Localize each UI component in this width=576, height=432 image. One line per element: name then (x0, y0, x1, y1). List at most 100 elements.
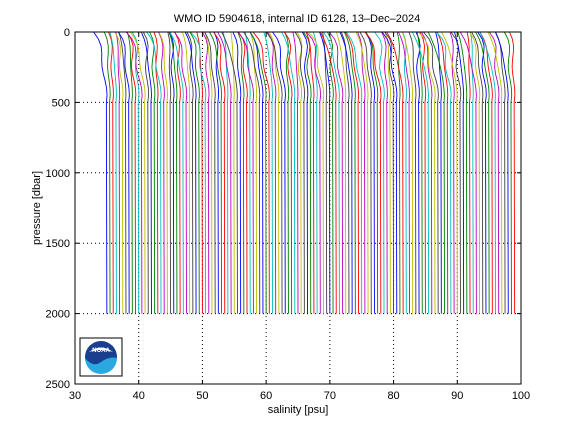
salinity-profile-line (204, 31, 213, 314)
salinity-profile-line (479, 31, 493, 314)
salinity-profile-line (305, 31, 315, 314)
salinity-profile-line (322, 31, 328, 314)
salinity-profile-line (509, 31, 516, 314)
salinity-profile-line (237, 31, 255, 314)
y-tick-label: 0 (64, 27, 70, 39)
salinity-profile-line (436, 31, 449, 314)
salinity-profile-line (221, 31, 238, 314)
salinity-profile-line (284, 31, 293, 314)
svg-text:NOAA: NOAA (92, 348, 110, 354)
salinity-profile-line (174, 31, 181, 314)
salinity-profile-line (459, 31, 477, 314)
salinity-profile-line (109, 31, 117, 314)
salinity-profile-line (374, 31, 385, 314)
salinity-profile-line (238, 31, 248, 314)
salinity-profile-line (126, 31, 137, 314)
salinity-profile-line (398, 31, 410, 314)
salinity-profile-line (381, 31, 398, 314)
salinity-profile-line (249, 31, 267, 314)
salinity-profile-line (364, 31, 382, 314)
y-tick-label: 2500 (46, 379, 70, 391)
salinity-profile-line (184, 31, 197, 314)
salinity-profile-line (401, 31, 414, 314)
x-axis-label: salinity [psu] (268, 404, 329, 416)
salinity-profile-line (326, 31, 334, 314)
salinity-profile-line (168, 31, 178, 314)
y-tick-label: 500 (52, 97, 70, 109)
x-tick-labels: 30 40 50 60 70 80 90 100 (69, 390, 530, 402)
salinity-profile-line (435, 31, 442, 314)
salinity-profile-line (420, 31, 433, 314)
y-axis-label: pressure [dbar] (31, 171, 43, 245)
salinity-profile-line (339, 31, 353, 314)
noaa-logo: NOAA (79, 337, 123, 377)
salinity-profile-line (168, 31, 175, 314)
salinity-profile-line (308, 31, 325, 314)
salinity-profile-line (131, 31, 140, 314)
salinity-profile-line (453, 31, 465, 314)
salinity-profile-line (117, 31, 130, 314)
x-tick-label: 70 (324, 390, 336, 402)
salinity-profile-line (281, 31, 296, 314)
salinity-profile-line (252, 31, 270, 314)
plot-frame (74, 31, 522, 385)
salinity-profile-line (232, 31, 242, 314)
salinity-profile-line (450, 31, 462, 314)
salinity-profile-line (301, 31, 309, 314)
salinity-profile-line (328, 31, 344, 314)
salinity-profile-line (189, 31, 200, 314)
salinity-profile-line (204, 31, 216, 314)
salinity-profile-line (93, 31, 108, 314)
salinity-profile-line (471, 31, 484, 314)
salinity-profile-line (296, 31, 303, 314)
salinity-profile-line (118, 31, 127, 314)
salinity-profile-line (408, 31, 417, 314)
salinity-profile-line (115, 31, 121, 314)
salinity-profile-line (503, 31, 513, 314)
chart-title: WMO ID 5904618, internal ID 6128, 13–Dec… (174, 13, 420, 25)
salinity-profile-line (243, 31, 261, 314)
salinity-profile-line (217, 31, 232, 314)
salinity-profile-line (230, 31, 235, 314)
salinity-profile-line (158, 31, 168, 314)
salinity-profile-line (487, 31, 503, 314)
salinity-profile-line (222, 31, 229, 314)
salinity-profile-line (167, 31, 172, 314)
x-tick-label: 60 (260, 390, 272, 402)
salinity-profile-line (267, 31, 277, 314)
salinity-profile-line (320, 31, 337, 314)
salinity-profile-line (457, 31, 468, 314)
salinity-profile-line (306, 31, 322, 314)
salinity-profile-line (319, 31, 331, 314)
salinity-profiles (93, 31, 516, 314)
salinity-profile-line (477, 31, 487, 314)
salinity-profile-line (272, 31, 286, 314)
salinity-profile-line (494, 31, 509, 314)
salinity-profile-line (169, 31, 184, 314)
salinity-profile-line (384, 31, 391, 314)
salinity-profile-line (449, 31, 455, 314)
salinity-profile-line (190, 31, 207, 314)
salinity-profile-line (396, 31, 401, 314)
salinity-profile-line (249, 31, 258, 314)
salinity-profile-line (411, 31, 430, 314)
x-tick-label: 40 (133, 390, 145, 402)
x-tick-label: 100 (512, 390, 530, 402)
salinity-profile-line (466, 31, 471, 314)
x-tick-label: 30 (69, 390, 81, 402)
y-tick-label: 2000 (46, 309, 70, 321)
salinity-profile-line (153, 31, 159, 314)
salinity-profile-line (323, 31, 340, 314)
salinity-profile-line (436, 31, 452, 314)
salinity-profile-line (427, 31, 445, 314)
salinity-profile-line (237, 31, 245, 314)
x-tick-label: 80 (387, 390, 399, 402)
salinity-profile-line (335, 31, 347, 314)
salinity-profile-line (469, 31, 481, 314)
salinity-profile-line (284, 31, 290, 314)
salinity-profile-line (340, 31, 350, 314)
salinity-profile-line (365, 31, 379, 314)
salinity-profile-line (344, 31, 360, 314)
salinity-profile-line (495, 31, 506, 314)
salinity-profile-line (268, 31, 280, 314)
